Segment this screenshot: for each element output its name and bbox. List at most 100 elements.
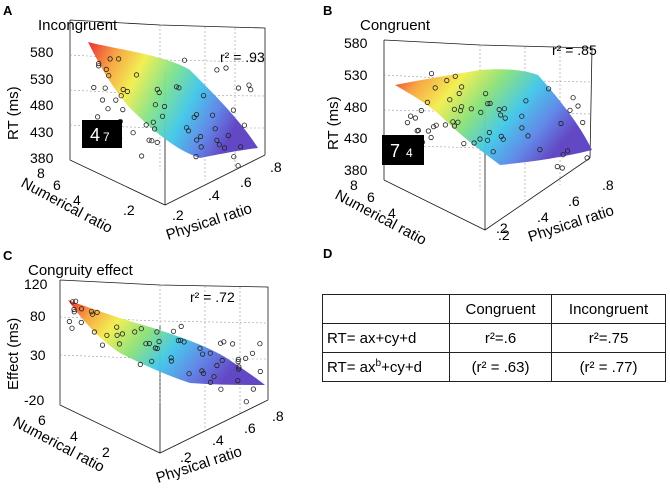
data-point [69, 299, 76, 305]
data-point [490, 149, 496, 155]
data-point [198, 144, 204, 150]
data-point [119, 331, 126, 337]
data-point [197, 345, 203, 351]
data-point [154, 86, 160, 93]
panel-title: Congruent [360, 17, 431, 34]
data-point [546, 86, 552, 92]
data-point [99, 342, 106, 348]
data-point [91, 329, 98, 335]
data-point [194, 137, 200, 143]
physical-tick: .6 [240, 174, 252, 190]
data-point [78, 319, 84, 326]
data-point [477, 136, 483, 142]
model-text: +cy+d [381, 359, 422, 376]
data-point [238, 144, 244, 150]
data-point [132, 329, 138, 335]
data-points [404, 71, 590, 171]
data-point [424, 99, 431, 106]
data-point [96, 60, 102, 67]
data-point [89, 311, 96, 317]
data-point [71, 309, 77, 315]
data-point [149, 138, 155, 144]
data-point [235, 378, 241, 384]
numerical-axis-label: Numerical ratio [10, 414, 107, 476]
data-point [257, 368, 263, 375]
numerical-tick: 4 [70, 428, 78, 444]
data-point [200, 370, 207, 376]
data-point [104, 332, 110, 338]
panel-a-chart: A 580 530 480 430 380 RT (ms) Incongruen… [3, 3, 282, 244]
data-point [99, 97, 106, 103]
data-point [431, 124, 437, 130]
data-point [214, 137, 220, 143]
table-cell: r²=.75 [551, 323, 666, 353]
z-tick: 430 [344, 130, 368, 146]
fitted-surface [395, 69, 592, 165]
data-point [560, 152, 566, 158]
data-point [221, 339, 227, 345]
data-point [501, 106, 507, 112]
data-point [447, 97, 453, 103]
data-point [486, 129, 492, 136]
data-point [146, 137, 152, 143]
numerical-tick: 8 [350, 177, 358, 193]
data-point [193, 112, 200, 118]
data-point [235, 356, 241, 363]
data-point [219, 357, 225, 364]
data-point [432, 85, 438, 91]
data-point [154, 139, 160, 145]
data-point [106, 73, 112, 79]
data-point [243, 355, 249, 362]
data-point [214, 67, 220, 73]
data-points [91, 56, 254, 169]
z-tick: 580 [344, 35, 368, 51]
data-point [66, 318, 73, 325]
z-axis-label: RT (ms) [5, 86, 22, 140]
data-point [567, 107, 573, 113]
data-point [176, 85, 182, 91]
data-point [236, 364, 242, 370]
data-point [428, 134, 434, 141]
physical-tick: .8 [602, 177, 614, 193]
z-tick: 480 [344, 99, 368, 115]
data-point [78, 306, 85, 312]
data-point [130, 130, 136, 136]
data-point [428, 71, 435, 77]
data-point [483, 91, 489, 97]
data-point [154, 329, 160, 335]
data-point [457, 108, 464, 114]
data-point [231, 154, 237, 160]
data-point [222, 145, 228, 151]
data-point [114, 324, 120, 330]
data-point [181, 57, 188, 63]
data-point [450, 119, 456, 125]
data-point [412, 115, 419, 121]
data-point [149, 358, 155, 364]
model-fit-table: Congruent Incongruent RT= ax+cy+d r²=.6 … [322, 294, 666, 382]
data-point [143, 122, 149, 128]
data-point [442, 122, 449, 128]
table-header-empty [322, 294, 450, 324]
data-point [523, 98, 529, 104]
data-point [225, 133, 231, 139]
data-point [198, 133, 204, 140]
panel-label: D [323, 246, 333, 261]
data-point [455, 119, 461, 125]
data-points [66, 298, 263, 405]
stimulus-small-digit: 7 [103, 130, 110, 144]
data-point [200, 351, 206, 357]
data-point [456, 90, 462, 97]
data-point [73, 298, 79, 304]
z-tick: 580 [30, 44, 54, 60]
z-tick: 380 [30, 150, 54, 166]
data-point [414, 128, 420, 134]
stimulus-box [382, 135, 424, 165]
z-tick: 380 [344, 162, 368, 178]
data-point [235, 85, 242, 91]
data-point [152, 102, 158, 108]
data-point [487, 100, 493, 107]
data-point [498, 112, 504, 118]
data-point [210, 112, 216, 118]
data-point [235, 163, 241, 169]
data-point [143, 341, 149, 347]
